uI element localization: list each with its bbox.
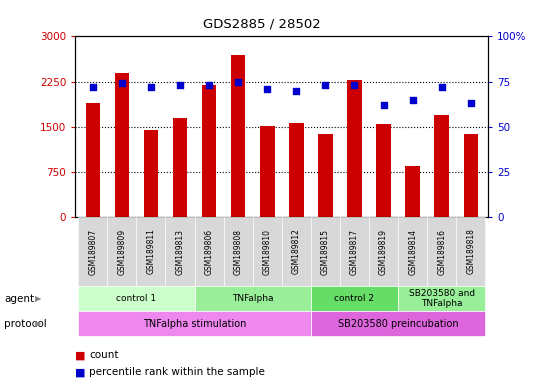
Bar	[464, 134, 478, 217]
Bar	[231, 55, 246, 217]
Point	[350, 82, 359, 88]
Text: GSM189808: GSM189808	[234, 228, 243, 275]
Text: GSM189819: GSM189819	[379, 228, 388, 275]
Point	[117, 80, 126, 86]
Point	[466, 100, 475, 106]
Text: ■: ■	[75, 367, 86, 377]
Text: GSM189814: GSM189814	[408, 228, 417, 275]
Point	[292, 88, 301, 94]
Point	[234, 79, 243, 85]
Text: count: count	[89, 350, 119, 360]
Text: GSM189817: GSM189817	[350, 228, 359, 275]
Text: ■: ■	[75, 350, 86, 360]
Text: GSM189812: GSM189812	[292, 228, 301, 275]
Text: GSM189810: GSM189810	[263, 228, 272, 275]
Point	[408, 97, 417, 103]
Text: ▶: ▶	[35, 294, 42, 303]
Text: control 1: control 1	[116, 294, 156, 303]
Text: GSM189811: GSM189811	[146, 228, 156, 275]
Bar	[405, 166, 420, 217]
Point	[437, 84, 446, 90]
Bar	[173, 118, 187, 217]
Text: TNFalpha stimulation: TNFalpha stimulation	[143, 318, 246, 329]
Text: percentile rank within the sample: percentile rank within the sample	[89, 367, 265, 377]
Text: SB203580 preincubation: SB203580 preincubation	[338, 318, 459, 329]
Text: GSM189806: GSM189806	[205, 228, 214, 275]
Text: TNFalpha: TNFalpha	[232, 294, 273, 303]
Bar	[318, 134, 333, 217]
Bar	[347, 80, 362, 217]
Text: agent: agent	[4, 293, 35, 304]
Bar	[260, 126, 275, 217]
Bar	[114, 73, 129, 217]
Text: protocol: protocol	[4, 318, 47, 329]
Bar	[289, 123, 304, 217]
Point	[379, 102, 388, 108]
Text: GSM189809: GSM189809	[117, 228, 126, 275]
Bar	[85, 103, 100, 217]
Text: SB203580 and
TNFalpha: SB203580 and TNFalpha	[408, 289, 475, 308]
Bar	[435, 115, 449, 217]
Text: GDS2885 / 28502: GDS2885 / 28502	[203, 17, 321, 30]
Point	[263, 86, 272, 92]
Text: ▶: ▶	[35, 319, 42, 328]
Text: control 2: control 2	[334, 294, 374, 303]
Point	[88, 84, 97, 90]
Bar	[202, 84, 217, 217]
Bar	[143, 130, 158, 217]
Point	[205, 82, 214, 88]
Text: GSM189818: GSM189818	[466, 228, 475, 275]
Text: GSM189816: GSM189816	[437, 228, 446, 275]
Point	[146, 84, 155, 90]
Text: GSM189807: GSM189807	[88, 228, 97, 275]
Text: GSM189813: GSM189813	[176, 228, 185, 275]
Text: GSM189815: GSM189815	[321, 228, 330, 275]
Bar	[376, 124, 391, 217]
Point	[176, 82, 185, 88]
Point	[321, 82, 330, 88]
